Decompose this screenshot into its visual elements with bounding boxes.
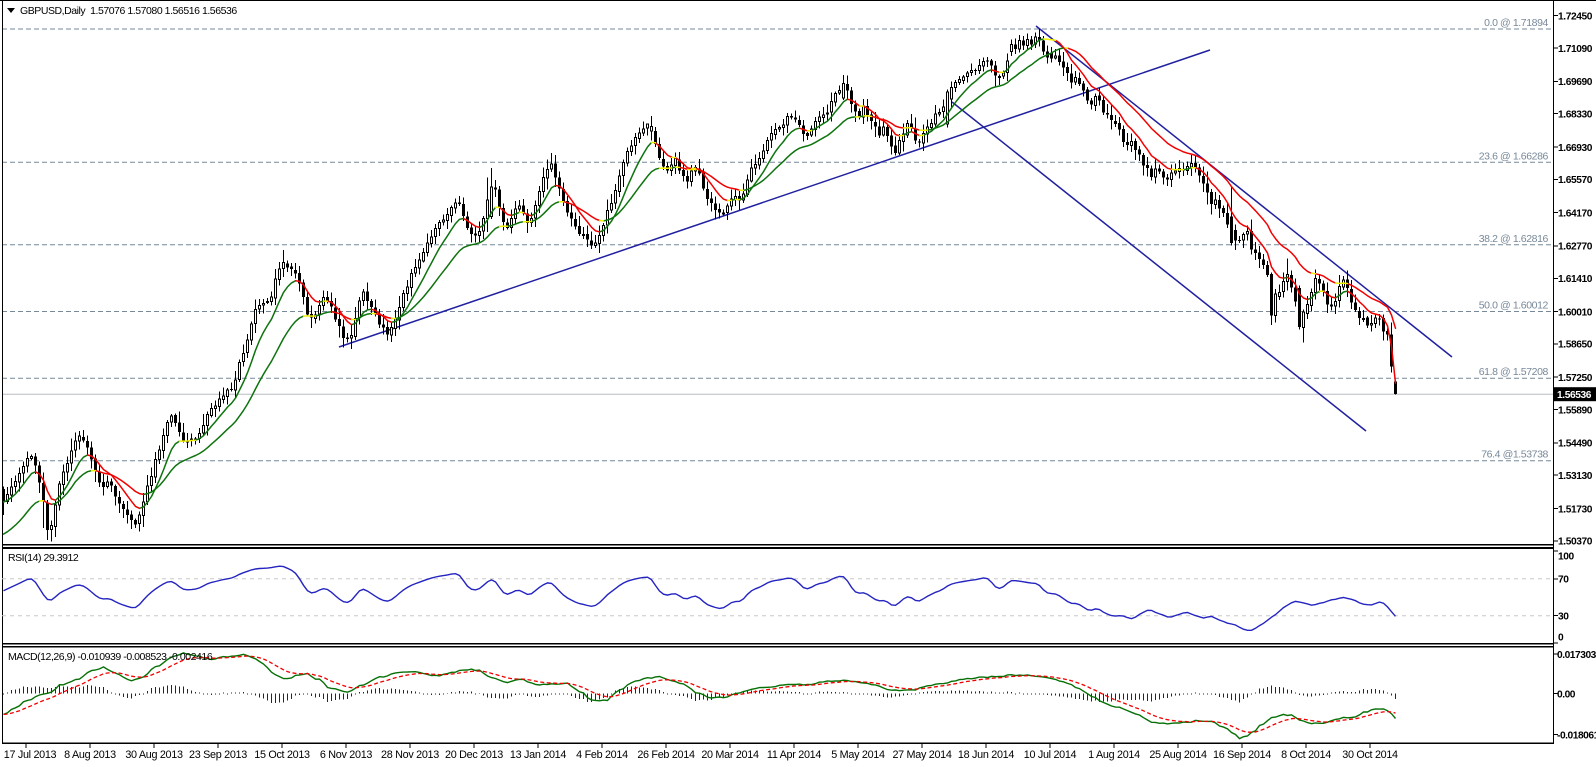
svg-text:4 Feb 2014: 4 Feb 2014 (576, 749, 628, 761)
svg-text:30 Oct 2014: 30 Oct 2014 (1342, 749, 1398, 761)
svg-text:23.6 @ 1.66286: 23.6 @ 1.66286 (1479, 150, 1549, 162)
svg-text:1.66930: 1.66930 (1558, 143, 1593, 154)
svg-text:-0.018061: -0.018061 (1557, 731, 1596, 742)
svg-text:1.65570: 1.65570 (1558, 175, 1593, 186)
svg-text:1.57250: 1.57250 (1558, 373, 1593, 384)
svg-text:8 Aug 2013: 8 Aug 2013 (64, 749, 116, 761)
svg-text:15 Oct 2013: 15 Oct 2013 (254, 749, 310, 761)
svg-text:13 Jan 2014: 13 Jan 2014 (510, 749, 566, 761)
svg-text:1.61410: 1.61410 (1558, 274, 1593, 285)
svg-text:38.2 @ 1.62816: 38.2 @ 1.62816 (1479, 233, 1549, 245)
svg-text:0: 0 (1558, 633, 1564, 644)
svg-text:1.71090: 1.71090 (1558, 44, 1593, 55)
svg-text:11 Apr 2014: 11 Apr 2014 (767, 749, 821, 761)
svg-text:0.0 @ 1.71894: 0.0 @ 1.71894 (1484, 17, 1548, 29)
svg-text:1.53130: 1.53130 (1558, 471, 1593, 482)
svg-text:28 Nov 2013: 28 Nov 2013 (381, 749, 439, 761)
svg-text:1.51730: 1.51730 (1558, 504, 1593, 515)
svg-text:1.62770: 1.62770 (1558, 242, 1593, 253)
svg-text:1.58650: 1.58650 (1558, 340, 1593, 351)
svg-text:0.00: 0.00 (1557, 690, 1576, 701)
svg-text:27 May 2014: 27 May 2014 (892, 749, 951, 761)
svg-text:1.50370: 1.50370 (1558, 537, 1593, 548)
svg-text:23 Sep 2013: 23 Sep 2013 (189, 749, 247, 761)
svg-text:30: 30 (1558, 612, 1569, 623)
svg-text:100: 100 (1558, 552, 1575, 563)
svg-text:20 Mar 2014: 20 Mar 2014 (701, 749, 759, 761)
svg-text:6 Nov 2013: 6 Nov 2013 (320, 749, 373, 761)
svg-text:76.4 @1.53738: 76.4 @1.53738 (1481, 449, 1548, 461)
svg-text:1.68330: 1.68330 (1558, 110, 1593, 121)
svg-text:61.8 @ 1.57208: 61.8 @ 1.57208 (1479, 366, 1549, 378)
svg-text:1.64170: 1.64170 (1558, 208, 1593, 219)
svg-text:1.69690: 1.69690 (1558, 77, 1593, 88)
svg-text:1.56536: 1.56536 (1557, 390, 1592, 401)
svg-text:70: 70 (1558, 575, 1569, 586)
svg-text:1.54490: 1.54490 (1558, 439, 1593, 450)
svg-text:GBPUSD,Daily 1.57076 1.57080: GBPUSD,Daily 1.57076 1.57080 1.56516 1.5… (20, 5, 237, 17)
svg-text:16 Sep 2014: 16 Sep 2014 (1213, 749, 1271, 761)
svg-text:5 May 2014: 5 May 2014 (831, 749, 885, 761)
svg-text:1.60010: 1.60010 (1558, 307, 1593, 318)
svg-text:1.55890: 1.55890 (1558, 405, 1593, 416)
svg-text:8 Oct 2014: 8 Oct 2014 (1281, 749, 1331, 761)
svg-text:25 Aug 2014: 25 Aug 2014 (1149, 749, 1207, 761)
svg-text:1 Aug 2014: 1 Aug 2014 (1088, 749, 1140, 761)
svg-text:50.0 @ 1.60012: 50.0 @ 1.60012 (1479, 300, 1549, 312)
svg-text:RSI(14) 29.3912: RSI(14) 29.3912 (8, 552, 79, 564)
svg-text:17 Jul 2013: 17 Jul 2013 (4, 749, 57, 761)
svg-text:26 Feb 2014: 26 Feb 2014 (637, 749, 695, 761)
svg-text:0.017303: 0.017303 (1557, 650, 1596, 661)
svg-text:20 Dec 2013: 20 Dec 2013 (445, 749, 503, 761)
svg-text:30 Aug 2013: 30 Aug 2013 (125, 749, 183, 761)
svg-text:18 Jun 2014: 18 Jun 2014 (958, 749, 1014, 761)
svg-text:MACD(12,26,9) -0.010939 -0.008: MACD(12,26,9) -0.010939 -0.008523 -0.002… (8, 651, 213, 663)
svg-text:10 Jul 2014: 10 Jul 2014 (1024, 749, 1077, 761)
svg-text:1.72450: 1.72450 (1558, 12, 1593, 23)
